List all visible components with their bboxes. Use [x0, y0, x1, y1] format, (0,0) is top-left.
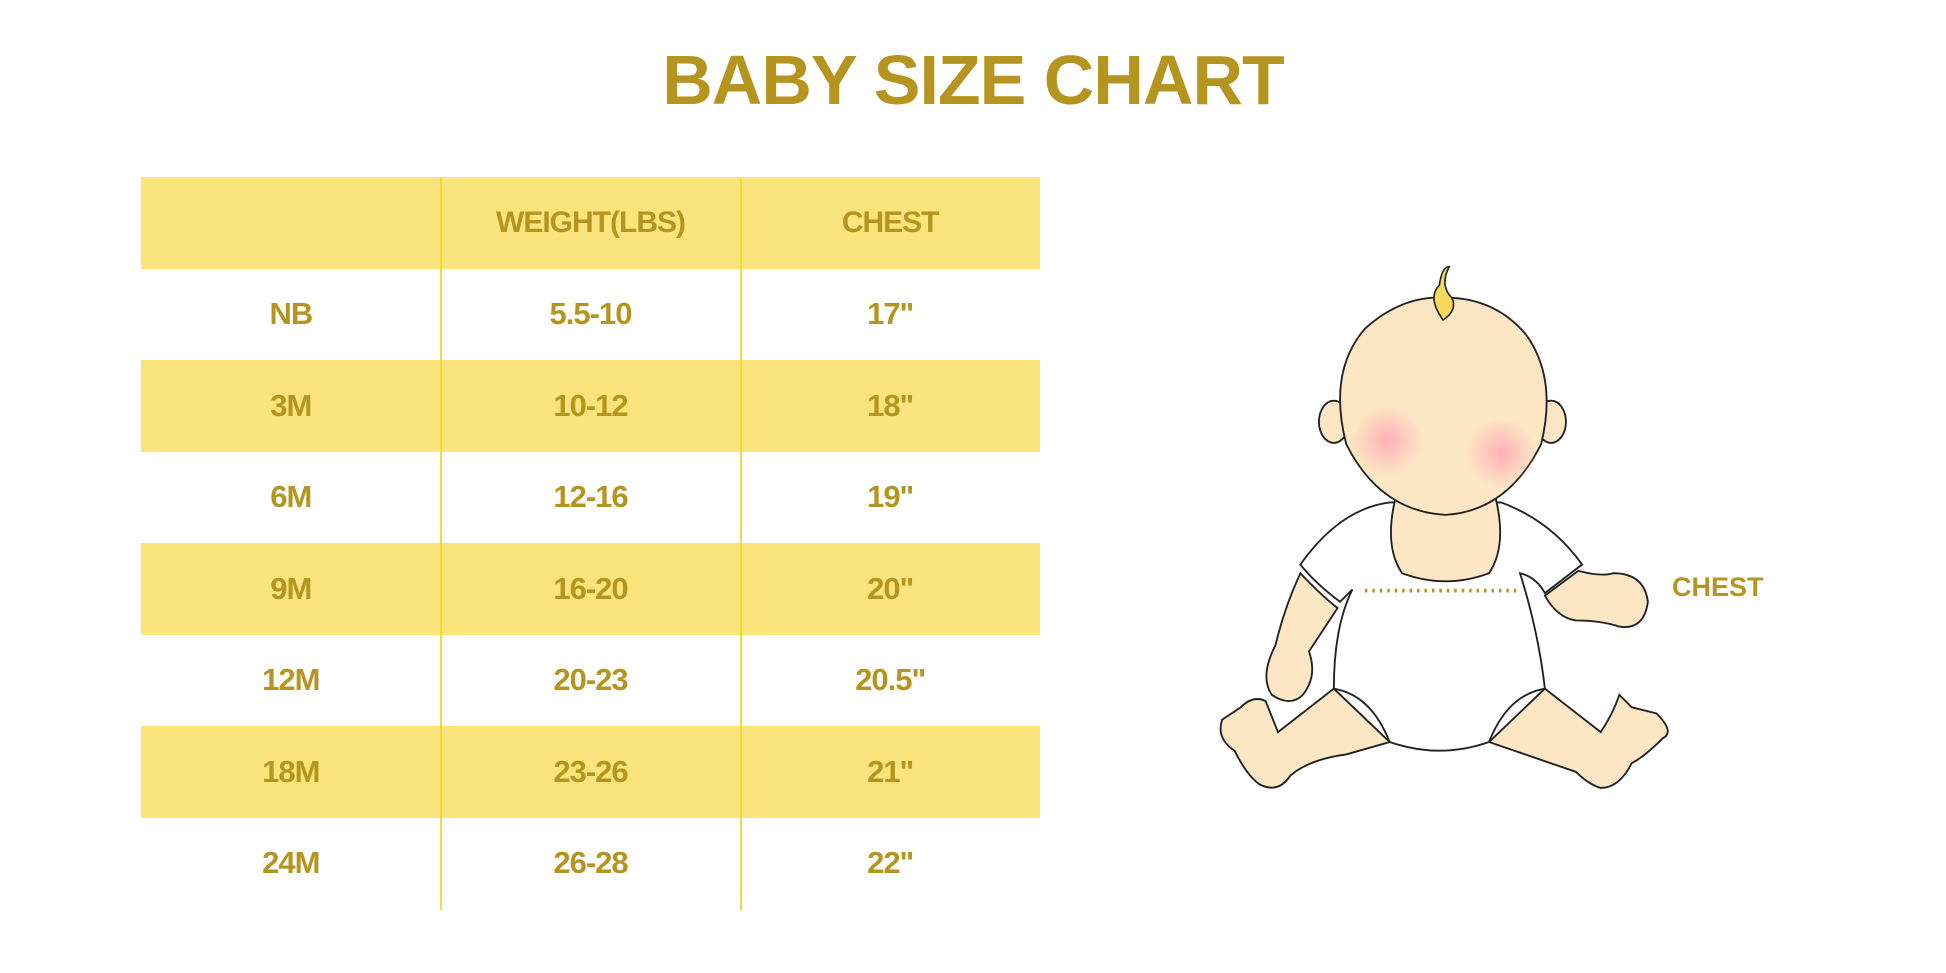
- weight-cell: 5.5-10: [549, 296, 633, 332]
- size-table: WEIGHT(LBS) CHEST NB 5.5-10 17" 3M 10-12 18" 6…: [141, 177, 1040, 909]
- weight-cell: 16-20: [553, 570, 628, 606]
- chest-cell: 18": [867, 387, 914, 423]
- table-row: 3M 10-12 18": [141, 360, 1040, 452]
- size-cell: 6M: [270, 479, 312, 515]
- column-divider: [740, 177, 742, 910]
- header-cell: CHEST: [841, 205, 940, 239]
- chest-cell: 20": [867, 570, 914, 606]
- baby-illustration: [1219, 265, 1669, 789]
- weight-cell: 10-12: [553, 387, 628, 423]
- table-row: 24M 26-28 22": [141, 818, 1040, 910]
- header-cell: WEIGHT(LBS): [496, 205, 686, 239]
- chest-cell: 21": [867, 753, 914, 789]
- chart-title: BABY SIZE CHART: [662, 41, 1285, 119]
- table-row: 9M 16-20 20": [141, 543, 1040, 635]
- size-cell: 18M: [262, 753, 320, 789]
- weight-cell: 23-26: [553, 753, 628, 789]
- chest-cell: 19": [867, 479, 914, 515]
- column-divider: [440, 177, 442, 910]
- size-cell: 9M: [270, 570, 312, 606]
- size-cell: 24M: [262, 845, 320, 881]
- chest-cell: 20.5": [855, 662, 926, 698]
- size-cell: 12M: [262, 662, 320, 698]
- table-row: 6M 12-16 19": [141, 452, 1040, 544]
- weight-cell: 12-16: [553, 479, 628, 515]
- chest-label: CHEST: [1672, 572, 1764, 602]
- table-row: NB 5.5-10 17": [141, 269, 1040, 361]
- table-header-row: WEIGHT(LBS) CHEST: [141, 177, 1040, 269]
- table-row: 18M 23-26 21": [141, 726, 1040, 818]
- weight-cell: 26-28: [553, 845, 628, 881]
- weight-cell: 20-23: [553, 662, 628, 698]
- chest-cell: 22": [867, 845, 914, 881]
- chest-cell: 17": [867, 296, 914, 332]
- size-cell: NB: [269, 296, 313, 332]
- table-row: 12M 20-23 20.5": [141, 635, 1040, 727]
- size-cell: 3M: [270, 387, 312, 423]
- header-cell: [141, 177, 441, 269]
